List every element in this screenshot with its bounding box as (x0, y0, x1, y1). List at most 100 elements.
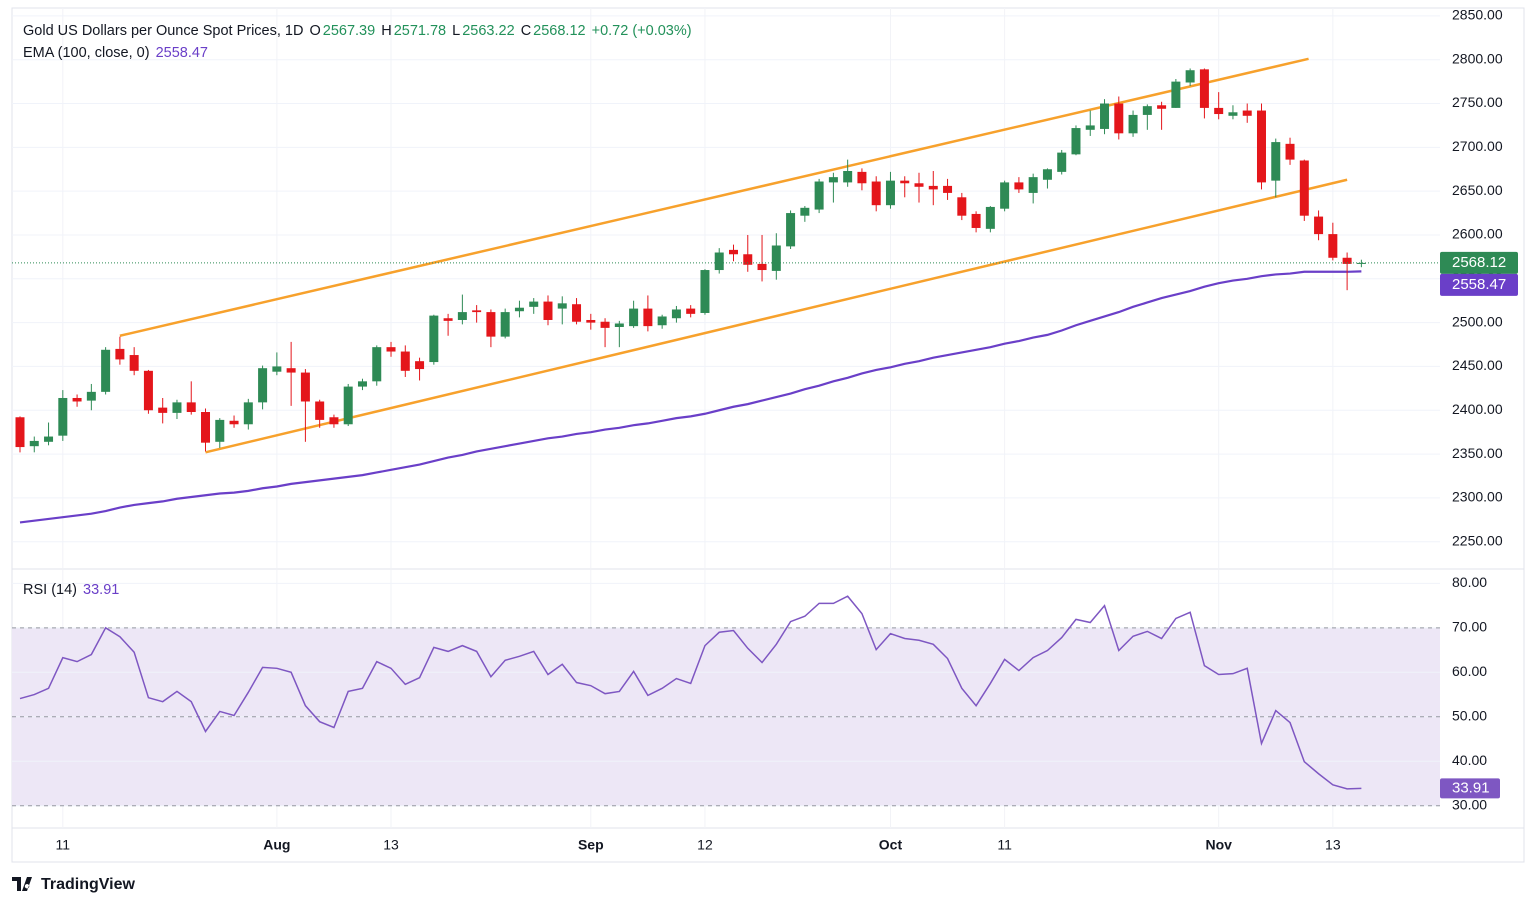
candle-body (1085, 125, 1095, 130)
ema-name: EMA (100, close, 0) (23, 45, 150, 61)
rsi-line (19, 595, 1362, 790)
candle-body (357, 381, 367, 387)
candle-body (857, 171, 867, 184)
candle-body (885, 180, 895, 206)
rsi-label: 33.91 (1452, 779, 1490, 796)
candle-body (386, 347, 396, 352)
y-tick-label: 2350.00 (1452, 445, 1503, 461)
candle-body (286, 368, 296, 373)
y-tick-label: 50.00 (1452, 707, 1487, 723)
candle-body (514, 307, 524, 312)
candle-body (957, 197, 967, 216)
y-tick-label: 2850.00 (1452, 7, 1503, 23)
candle-body (1342, 257, 1352, 264)
candle-body (771, 245, 781, 271)
candle-body (272, 366, 282, 372)
candle-body (1014, 182, 1024, 190)
candle-body (643, 308, 653, 327)
y-tick-label: 60.00 (1452, 663, 1487, 679)
candle-body (828, 177, 838, 183)
candle-body (115, 348, 125, 360)
candle-body (1100, 103, 1110, 129)
candle-body (172, 402, 182, 413)
price-label-box (1440, 251, 1518, 274)
rsi-value: 33.91 (83, 582, 120, 598)
candle-body (985, 206, 995, 229)
chart-frame (11, 7, 1525, 863)
candle-body (29, 440, 39, 447)
candle-body (443, 318, 453, 321)
candle-body (686, 308, 696, 314)
candle-body (143, 370, 153, 411)
candle-body (1214, 107, 1224, 115)
candle-body (572, 304, 582, 322)
candle-body (315, 401, 325, 420)
trend-line (119, 57, 1309, 337)
candle-body (1356, 262, 1366, 264)
candle-body (1071, 128, 1081, 155)
candle-body (243, 402, 253, 425)
candle-body (201, 412, 211, 443)
candle-body (1000, 182, 1010, 209)
ohlc-value: 2568.12 (533, 23, 586, 39)
y-tick-label: 2250.00 (1452, 532, 1503, 548)
x-tick-label: Aug (263, 837, 290, 853)
candle-body (586, 319, 596, 323)
x-tick-label: Sep (578, 837, 604, 853)
y-tick-label: 2500.00 (1452, 313, 1503, 329)
ema-label: 2558.47 (1452, 276, 1506, 293)
ohlc-key: L (452, 23, 461, 39)
candle-body (843, 171, 853, 183)
y-tick-label: 2800.00 (1452, 50, 1503, 66)
ohlc-value: 2571.78 (393, 23, 447, 39)
x-tick-label: 11 (56, 837, 71, 853)
x-tick-label: Oct (879, 837, 903, 853)
candle-body (1228, 112, 1238, 116)
candle-body (1271, 142, 1281, 181)
candle-body (1057, 152, 1067, 172)
candle-body (786, 213, 796, 247)
trend-line (205, 178, 1348, 454)
x-tick-label: 13 (383, 837, 399, 853)
candle-body (943, 185, 953, 193)
candle-body (229, 420, 239, 425)
candle-body (1242, 110, 1252, 116)
candle-body (657, 316, 667, 326)
brand-name: TradingView (41, 876, 136, 893)
candle-body (1299, 160, 1309, 216)
rsi-label-box (1440, 778, 1500, 799)
rsi-name: RSI (14) (23, 582, 77, 598)
candle-body (472, 310, 482, 313)
candle-body (1256, 110, 1266, 183)
y-tick-label: 2750.00 (1452, 94, 1503, 110)
candle-body (101, 349, 111, 392)
candle-body (258, 368, 268, 403)
candle-body (15, 417, 25, 448)
candle-body (928, 185, 938, 190)
x-tick-label: 11 (997, 837, 1012, 853)
candle-body (44, 436, 54, 442)
candle-body (1171, 81, 1181, 108)
x-tick-label: 13 (1325, 837, 1341, 853)
price-label: 2568.12 (1452, 254, 1506, 271)
y-tick-label: 30.00 (1452, 796, 1487, 812)
candle-body (1285, 143, 1295, 160)
candle-body (800, 207, 810, 216)
candle-body (729, 249, 738, 255)
candle-body (429, 315, 439, 363)
candle-body (415, 361, 425, 370)
ohlc-key: H (381, 23, 392, 39)
candle-body (186, 402, 196, 413)
y-tick-label: 2300.00 (1452, 489, 1503, 505)
y-tick-label: 40.00 (1452, 752, 1487, 768)
y-tick-label: 2400.00 (1452, 401, 1503, 417)
candle-body (900, 180, 910, 184)
candle-body (557, 303, 567, 309)
candle-body (757, 263, 767, 271)
candle-body (529, 301, 539, 307)
candle-body (1128, 114, 1138, 134)
candle-body (400, 351, 410, 371)
ohlc-value: 2563.22 (462, 23, 515, 39)
legend-row: Gold US Dollars per Ounce Spot Prices, 1… (23, 23, 694, 39)
